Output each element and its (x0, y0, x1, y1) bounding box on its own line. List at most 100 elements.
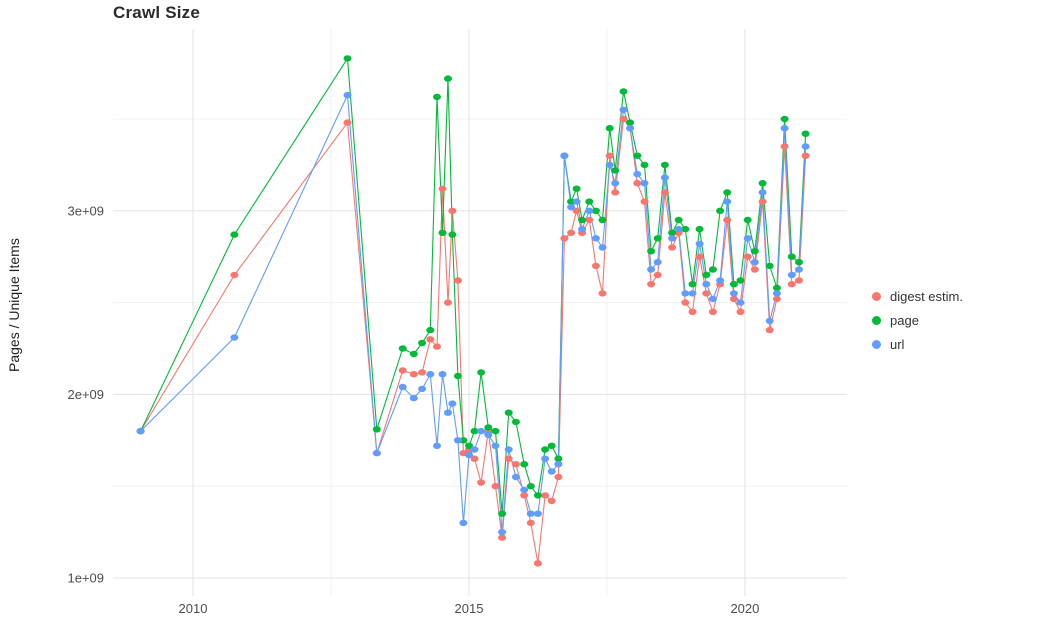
series-point-url (498, 528, 507, 536)
series-point-page (498, 510, 507, 517)
series-point-url (716, 277, 725, 284)
series-point-url (787, 271, 796, 279)
series-point-url (795, 266, 803, 273)
series-point-page (640, 161, 649, 169)
series-point-page (780, 115, 789, 123)
y-tick-label: 3e+09 (67, 203, 104, 218)
series-point-url (605, 161, 614, 169)
series-point-digest-estim (504, 455, 513, 462)
series-point-digest-estim (772, 295, 781, 303)
series-point-digest-estim (511, 461, 520, 468)
series-point-page (453, 372, 462, 380)
x-tick-label: 2020 (730, 601, 759, 616)
series-point-url (572, 198, 581, 205)
series-point-digest-estim (398, 367, 407, 374)
series-point-digest-estim (444, 299, 452, 306)
series-point-page (504, 409, 513, 416)
series-point-url (681, 290, 690, 297)
series-point-page (647, 248, 656, 255)
series-point-page (491, 427, 500, 435)
legend: digest estim. page url (872, 289, 963, 352)
series-point-page (343, 55, 352, 62)
series-point-url (729, 290, 738, 297)
legend-key-dot-icon (872, 340, 881, 349)
series-point-url (547, 468, 556, 475)
series-point-digest-estim (660, 189, 669, 196)
legend-item-digest-estim: digest estim. (872, 289, 963, 304)
series-point-page (541, 446, 550, 453)
series-point-digest-estim (787, 281, 796, 288)
series-point-page (484, 424, 493, 431)
series-point-url (453, 437, 462, 444)
series-point-url (136, 427, 145, 435)
series-point-url (668, 235, 677, 242)
series-point-digest-estim (681, 299, 690, 306)
series-point-page (591, 207, 600, 214)
series-point-digest-estim (765, 326, 774, 334)
series-line-url (140, 92, 807, 533)
series-point-url (567, 203, 576, 211)
series-point-url (477, 427, 486, 435)
series-point-url (398, 383, 407, 391)
series-point-page (605, 125, 614, 132)
series-point-page (567, 198, 576, 205)
series-point-page (801, 130, 810, 137)
series-point-digest-estim (491, 483, 500, 490)
legend-key-dot-icon (872, 316, 881, 325)
series-point-digest-estim (611, 189, 620, 196)
series-point-page (554, 455, 563, 462)
legend-label: page (890, 313, 919, 328)
series-point-url (723, 198, 732, 205)
series-point-url (598, 244, 607, 251)
series-point-page (772, 284, 781, 292)
series-point-digest-estim (795, 277, 803, 284)
series-point-digest-estim (640, 198, 649, 205)
series-point-page (433, 93, 441, 101)
series-point-page (470, 427, 479, 435)
series-point-url (448, 400, 457, 407)
series-point-page (477, 369, 486, 376)
series-point-url (560, 152, 569, 159)
series-point-url (526, 510, 535, 517)
series-point-digest-estim (533, 560, 542, 567)
series-point-page (585, 198, 594, 205)
series-point-digest-estim (605, 152, 614, 159)
legend-item-page: page (872, 313, 963, 328)
series-point-digest-estim (653, 271, 662, 279)
series-point-digest-estim (498, 534, 507, 541)
series-point-digest-estim (723, 216, 732, 224)
series-point-digest-estim (729, 295, 738, 303)
series-point-page (572, 185, 581, 192)
series-point-page (743, 216, 752, 224)
series-point-digest-estim (708, 308, 717, 315)
series-point-digest-estim (572, 207, 581, 214)
series-point-page (716, 207, 725, 214)
series-point-url (520, 486, 529, 494)
series-point-digest-estim (426, 336, 435, 343)
series-point-digest-estim (736, 308, 745, 315)
series-point-page (547, 442, 556, 449)
series-point-page (409, 350, 418, 358)
series-point-url (640, 180, 649, 187)
series-point-digest-estim (418, 369, 427, 376)
series-point-url (591, 235, 600, 242)
series-point-page (750, 248, 759, 255)
series-point-url (459, 519, 468, 527)
series-point-digest-estim (541, 492, 550, 499)
series-point-url (343, 91, 352, 99)
series-point-digest-estim (567, 229, 576, 236)
series-point-page (681, 225, 690, 233)
series-line-digest-estim (140, 117, 807, 564)
series-point-digest-estim (477, 479, 486, 486)
series-point-page (438, 229, 447, 236)
series-point-url (438, 371, 447, 378)
series-point-url (533, 510, 542, 517)
series-point-url (511, 473, 520, 481)
series-point-page (398, 345, 407, 352)
series-point-url (585, 207, 594, 214)
series-point-page (459, 437, 468, 444)
series-point-page (619, 88, 628, 95)
series-point-url (433, 442, 441, 449)
series-point-url (772, 290, 781, 297)
series-point-page (688, 281, 697, 288)
